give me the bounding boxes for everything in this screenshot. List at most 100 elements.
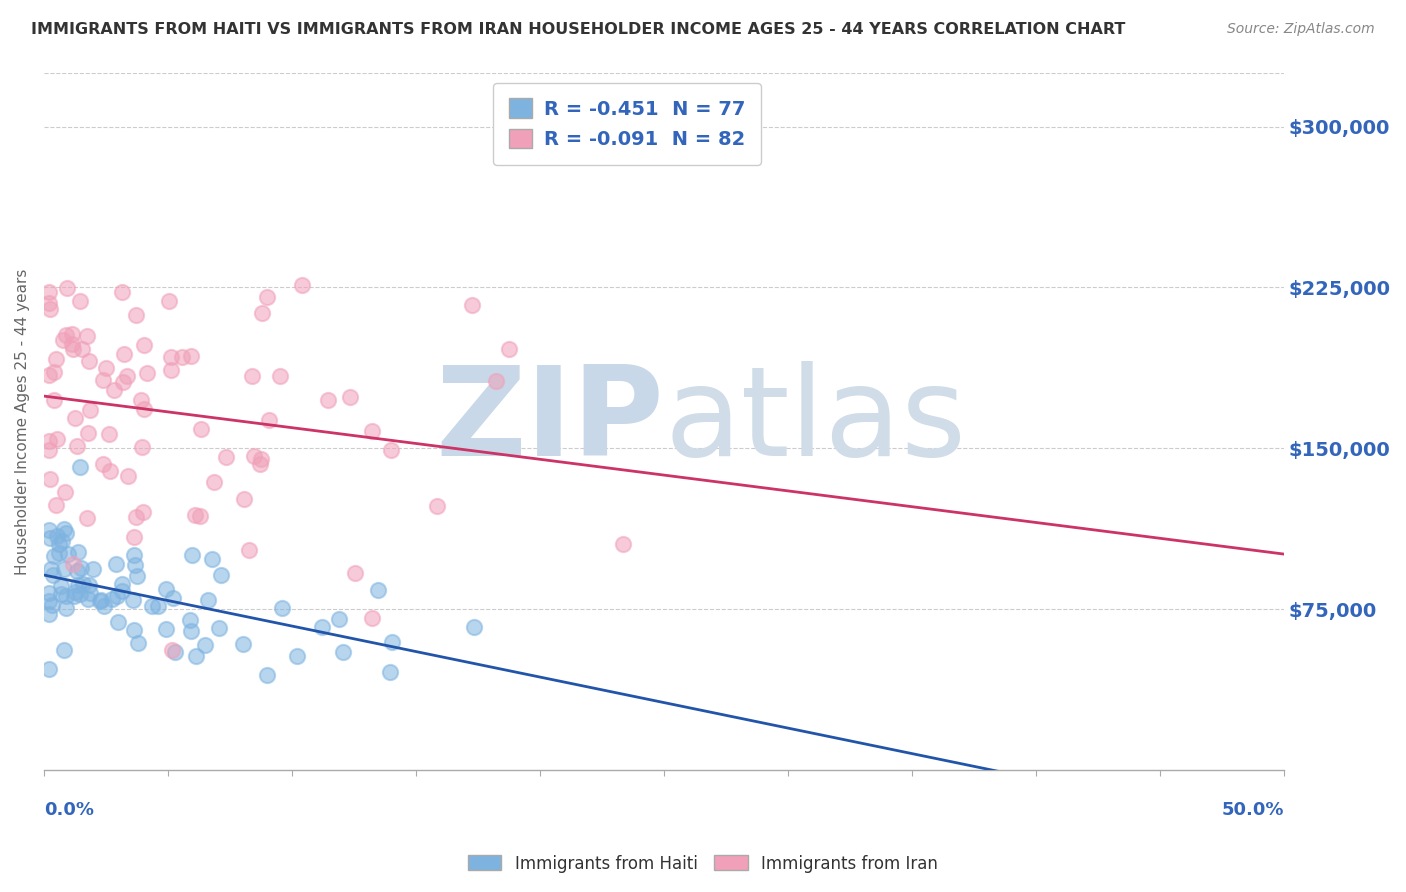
Point bbox=[56, 547, 79, 561]
Point bbox=[53, 484, 76, 499]
Point bbox=[77, 353, 100, 368]
Point bbox=[45, 432, 67, 446]
Point bbox=[181, 548, 204, 562]
Text: atlas: atlas bbox=[664, 361, 966, 482]
Point bbox=[76, 511, 98, 525]
Point bbox=[232, 491, 254, 506]
Point bbox=[485, 374, 508, 388]
Point bbox=[252, 306, 274, 320]
Point bbox=[111, 285, 134, 299]
Point bbox=[38, 285, 60, 300]
Point bbox=[155, 582, 177, 596]
Point bbox=[360, 425, 382, 439]
Point bbox=[103, 383, 125, 397]
Point bbox=[62, 589, 84, 603]
Point bbox=[184, 508, 207, 523]
Point bbox=[42, 365, 65, 379]
Point bbox=[38, 302, 60, 317]
Point bbox=[38, 593, 60, 607]
Point bbox=[200, 552, 222, 566]
Point bbox=[269, 368, 291, 383]
Point bbox=[190, 422, 212, 436]
Point bbox=[67, 578, 90, 592]
Point bbox=[55, 280, 77, 294]
Point bbox=[39, 471, 62, 485]
Point bbox=[290, 277, 312, 292]
Point bbox=[125, 309, 148, 323]
Point bbox=[380, 665, 402, 679]
Point bbox=[238, 543, 260, 558]
Point bbox=[148, 599, 170, 614]
Point bbox=[42, 549, 65, 563]
Point bbox=[159, 293, 181, 308]
Point bbox=[194, 639, 217, 653]
Point bbox=[79, 403, 101, 417]
Point bbox=[179, 613, 201, 627]
Point bbox=[45, 528, 67, 542]
Point bbox=[93, 599, 115, 614]
Point bbox=[180, 624, 202, 638]
Point bbox=[45, 352, 67, 367]
Point bbox=[65, 564, 87, 578]
Point bbox=[45, 498, 67, 512]
Point bbox=[66, 439, 89, 453]
Point bbox=[69, 460, 91, 475]
Point bbox=[215, 450, 238, 464]
Point bbox=[38, 443, 60, 458]
Point bbox=[55, 328, 77, 343]
Point bbox=[38, 607, 60, 621]
Point bbox=[67, 545, 90, 559]
Point bbox=[100, 592, 122, 607]
Point bbox=[49, 579, 72, 593]
Point bbox=[42, 392, 65, 407]
Point bbox=[463, 620, 485, 634]
Point bbox=[367, 582, 389, 597]
Point bbox=[136, 366, 159, 380]
Point bbox=[91, 457, 114, 471]
Point bbox=[76, 426, 98, 441]
Point bbox=[48, 537, 70, 551]
Point bbox=[122, 593, 145, 607]
Point bbox=[72, 577, 94, 591]
Point bbox=[63, 411, 86, 425]
Point bbox=[62, 557, 84, 571]
Point bbox=[76, 592, 98, 607]
Point bbox=[249, 458, 271, 472]
Point bbox=[82, 562, 104, 576]
Point bbox=[49, 587, 72, 601]
Point bbox=[70, 561, 93, 575]
Y-axis label: Householder Income Ages 25 - 44 years: Householder Income Ages 25 - 44 years bbox=[15, 268, 30, 574]
Point bbox=[134, 402, 156, 417]
Point bbox=[111, 375, 134, 389]
Point bbox=[197, 593, 219, 607]
Point bbox=[62, 342, 84, 356]
Point bbox=[79, 585, 101, 599]
Point bbox=[65, 584, 87, 599]
Point bbox=[38, 585, 60, 599]
Point bbox=[132, 338, 155, 352]
Point bbox=[105, 589, 128, 603]
Point bbox=[360, 611, 382, 625]
Point bbox=[89, 594, 111, 608]
Point bbox=[257, 412, 280, 426]
Point bbox=[328, 612, 350, 626]
Point bbox=[256, 667, 278, 681]
Point bbox=[141, 599, 163, 614]
Point bbox=[271, 600, 294, 615]
Point bbox=[111, 576, 134, 591]
Point bbox=[110, 584, 132, 599]
Point bbox=[115, 369, 138, 384]
Point bbox=[76, 328, 98, 343]
Point bbox=[498, 342, 520, 356]
Point bbox=[202, 475, 225, 489]
Point bbox=[52, 522, 75, 536]
Point bbox=[162, 643, 184, 657]
Legend: Immigrants from Haiti, Immigrants from Iran: Immigrants from Haiti, Immigrants from I… bbox=[461, 848, 945, 880]
Point bbox=[240, 368, 263, 383]
Point bbox=[131, 440, 153, 454]
Point bbox=[38, 523, 60, 537]
Point bbox=[159, 350, 181, 364]
Point bbox=[163, 645, 186, 659]
Text: Source: ZipAtlas.com: Source: ZipAtlas.com bbox=[1227, 22, 1375, 37]
Point bbox=[38, 663, 60, 677]
